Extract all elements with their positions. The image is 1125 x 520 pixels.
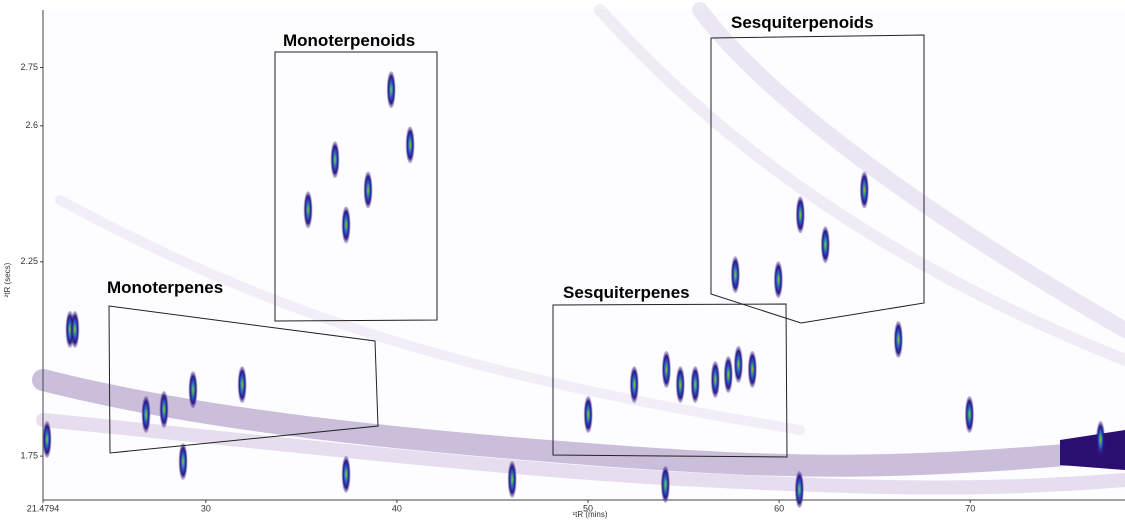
x-tick-label: 60 [774,503,784,513]
peak [179,444,187,480]
chart: Monoterpenes Monoterpenoids Sesquiterpen… [0,0,1125,520]
peak [676,367,684,403]
peak [43,421,51,457]
region-label: Sesquiterpenes [563,283,690,302]
y-tick-label: 1.75 [20,450,38,460]
peak [508,461,516,497]
region-label: Monoterpenoids [283,31,415,50]
peak [1097,421,1105,457]
y-tick-label: 2.6 [25,120,38,130]
x-tick-label: 70 [965,503,975,513]
peak [860,172,868,208]
peak [711,362,719,398]
peak [661,466,669,502]
peak [748,351,756,387]
peak [821,227,829,263]
peak [364,172,372,208]
peak [331,142,339,178]
peak [387,72,395,108]
peak [189,372,197,408]
x-tick-label: 21.4794 [27,503,60,513]
peak [796,197,804,233]
peak [795,472,803,508]
peak [691,367,699,403]
y-tick-label: 2.75 [20,62,38,72]
peak [406,127,414,163]
peak [142,397,150,433]
peak [304,192,312,228]
plot-area [43,10,1125,500]
peak [774,262,782,298]
region-label: Monoterpenes [107,278,223,297]
peak [724,356,732,392]
peak [662,351,670,387]
peak [238,367,246,403]
region-label: Sesquiterpenoids [731,13,874,32]
peak [630,367,638,403]
x-tick-label: 40 [392,503,402,513]
y-tick-label: 2.25 [20,256,38,266]
peak [731,257,739,293]
peak [734,346,742,382]
x-tick-label: 30 [201,503,211,513]
peak [71,311,79,347]
peak [160,391,168,427]
peak [342,456,350,492]
peak [894,322,902,358]
peak [584,397,592,433]
x-tick-label: 50 [583,503,593,513]
y-axis-label: ²tR (secs) [3,262,12,297]
peak [342,207,350,243]
peak [965,397,973,433]
